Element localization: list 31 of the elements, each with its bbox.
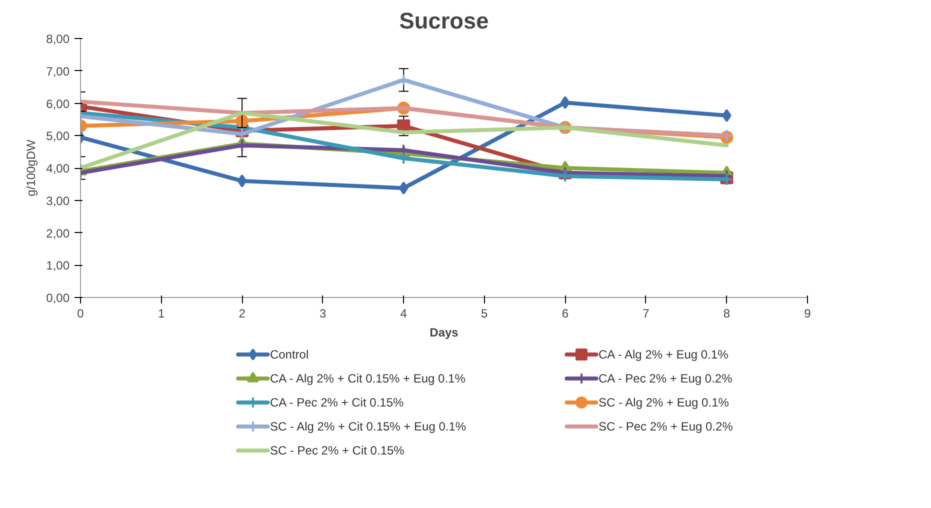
legend-label: SC - Alg 2% + Cit 0.15% + Eug 0.1%	[270, 420, 466, 434]
x-tick-label: 2	[238, 306, 246, 320]
legend-label: SC - Alg 2% + Eug 0.1%	[598, 396, 730, 410]
legend-label: CA - Alg 2% + Cit 0.15% + Eug 0.1%	[270, 372, 466, 386]
y-tick-label: 1,00	[46, 258, 70, 273]
y-tick-label: 6,00	[46, 96, 70, 111]
legend-label: CA - Pec 2% + Cit 0.15%	[270, 396, 404, 410]
x-tick-label: 5	[481, 306, 488, 320]
y-tick-label: 3,00	[46, 194, 70, 208]
legend-label: SC - Pec 2% + Eug 0.2%	[598, 420, 734, 434]
y-tick-label: 0,00	[46, 291, 70, 305]
x-tick-label: 6	[562, 306, 569, 320]
y-tick-label: 5,00	[46, 129, 70, 144]
x-tick-label: 7	[642, 306, 650, 320]
x-tick-label: 0	[77, 306, 84, 320]
y-tick-label: 4,00	[46, 162, 70, 176]
x-tick-label: 8	[723, 306, 730, 320]
x-tick-label: 3	[319, 306, 326, 320]
legend-label: Control	[270, 348, 309, 362]
legend-label: SC - Pec 2% + Cit 0.15%	[270, 444, 405, 458]
legend-label: CA - Pec 2% + Eug 0.2%	[598, 372, 733, 386]
x-axis-title: Days	[430, 326, 459, 340]
y-tick-label: 2,00	[46, 226, 70, 240]
chart-title: Sucrose	[399, 8, 489, 34]
x-tick-label: 9	[804, 306, 812, 320]
x-tick-label: 1	[158, 306, 165, 320]
y-tick-label: 8,00	[46, 32, 70, 46]
y-tick-label: 7,00	[46, 64, 70, 78]
legend-label: CA - Alg 2% + Eug 0.1%	[598, 348, 729, 362]
x-tick-label: 4	[400, 306, 408, 320]
y-axis-title: g/100gDW	[24, 138, 38, 196]
